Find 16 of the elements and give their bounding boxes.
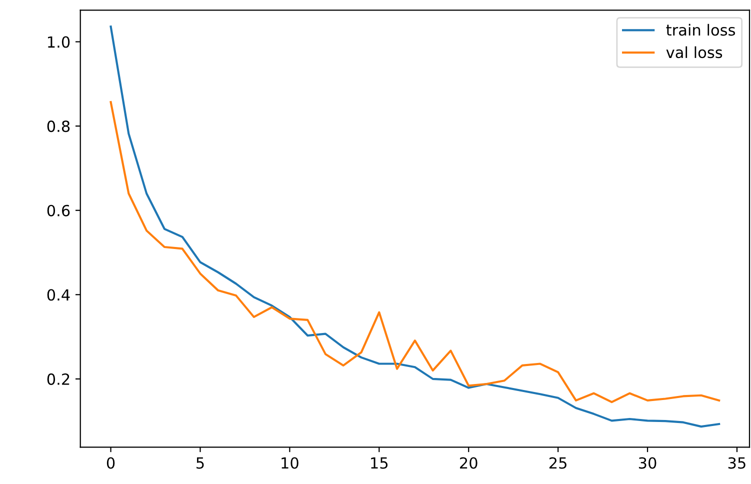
line-series [110,100,720,404]
y-tick-label: 0.2 [47,373,70,385]
legend-label: train loss [666,24,736,36]
x-tick-label: 35 [728,457,746,469]
x-tick-label: 15 [371,457,388,469]
x-tick-label: 10 [282,457,298,469]
x-tick-label: 5 [196,457,204,469]
y-tick-label: 0.4 [47,289,70,301]
legend-label: val loss [666,46,722,58]
x-tick-label: 30 [638,457,656,469]
y-tick-label: 1.0 [48,36,70,48]
y-tick-label: 0.6 [47,204,70,216]
x-tick-label: 25 [549,457,566,469]
y-tick-label: 0.8 [47,120,70,132]
x-tick-label: 0 [106,457,115,469]
x-tick-label: 20 [460,457,478,469]
